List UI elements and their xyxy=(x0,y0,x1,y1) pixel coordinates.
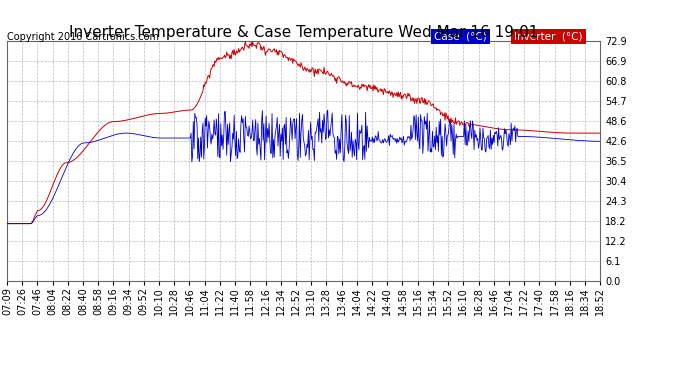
Title: Inverter Temperature & Case Temperature Wed Mar 16 19:01: Inverter Temperature & Case Temperature … xyxy=(69,25,538,40)
Text: Case  (°C): Case (°C) xyxy=(434,32,487,42)
Text: Copyright 2016 Cartronics.com: Copyright 2016 Cartronics.com xyxy=(7,32,159,42)
Text: Inverter  (°C): Inverter (°C) xyxy=(514,32,583,42)
